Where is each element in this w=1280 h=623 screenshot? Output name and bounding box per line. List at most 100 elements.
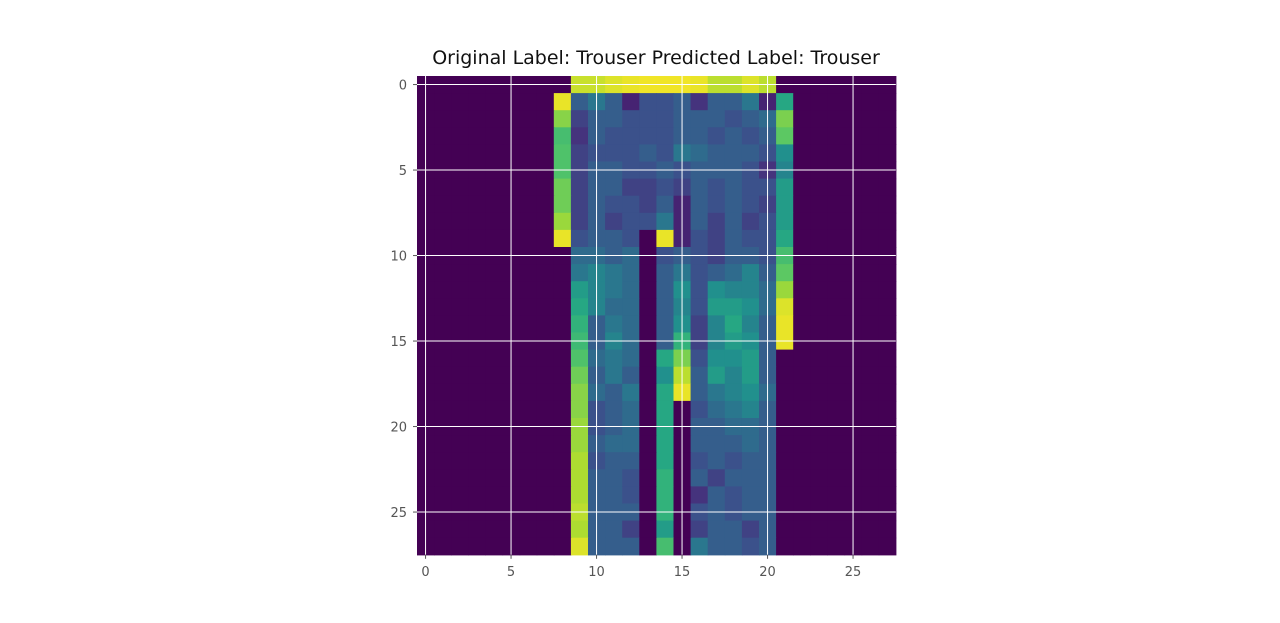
heatmap-cell [690,298,709,316]
heatmap-cell [861,383,880,402]
heatmap-cell [690,366,709,385]
heatmap-cell [536,229,555,248]
heatmap-cell [741,281,760,299]
heatmap-cell [741,520,760,539]
heatmap-cell [434,110,452,128]
heatmap-cell [519,144,538,163]
heatmap-cell [810,127,828,145]
heatmap-cell [861,315,880,334]
heatmap-cell [690,110,709,128]
y-tick-label: 5 [399,164,407,179]
heatmap-cell [485,435,504,453]
heatmap-cell [622,195,640,214]
heatmap-cell [468,349,486,368]
heatmap-cell [707,383,726,402]
heatmap-cell [570,127,589,145]
heatmap-cell [468,452,486,470]
heatmap-cell [536,435,555,453]
heatmap-cell [605,452,623,470]
heatmap-cell [878,144,897,163]
heatmap-cell [776,144,794,163]
heatmap-cell [451,298,469,316]
heatmap-cell [639,383,657,402]
heatmap-cell [468,229,486,248]
heatmap-cell [485,537,504,556]
heatmap-cell [519,127,538,145]
heatmap-cell [690,400,709,419]
heatmap-cell [724,195,743,214]
heatmap-cell [741,229,760,248]
heatmap-cell [570,366,589,385]
heatmap-cell [707,93,726,111]
heatmap-cell [553,281,572,299]
heatmap-cell [570,520,589,539]
heatmap-cell [536,195,555,214]
heatmap-cell [622,264,640,282]
heatmap-cell [776,349,794,368]
heatmap-cell [707,127,726,145]
heatmap-cell [451,349,469,368]
heatmap-cell [827,435,846,453]
heatmap-cell [434,281,452,299]
heatmap-cell [656,400,675,419]
heatmap-cell [434,469,452,487]
heatmap-cell [656,366,675,385]
heatmap-cell [707,349,726,368]
heatmap-cell [553,178,572,197]
heatmap-cell [468,315,486,334]
heatmap-cell [536,264,555,282]
heatmap-cell [622,281,640,299]
heatmap-cell [451,195,469,214]
heatmap-cell [485,452,504,470]
heatmap-cell [451,520,469,539]
heatmap-cell [724,178,743,197]
heatmap-cell [605,486,623,505]
heatmap-cell [793,452,811,470]
heatmap-cell [690,264,709,282]
heatmap-cell [536,520,555,539]
heatmap-cell [553,435,572,453]
heatmap-cell [451,281,469,299]
heatmap-cell [793,537,811,556]
heatmap-cell [656,469,675,487]
heatmap-cell [724,452,743,470]
heatmap-cell [810,400,828,419]
heatmap-cell [622,212,640,231]
heatmap-cell [776,520,794,539]
heatmap-cell [793,195,811,214]
heatmap-cell [536,144,555,163]
heatmap-cell [434,229,452,248]
heatmap-cell [570,486,589,505]
heatmap-cell [451,229,469,248]
x-tick-label: 15 [674,565,691,580]
heatmap-cell [707,452,726,470]
heatmap-cell [605,229,623,248]
heatmap-cell [570,349,589,368]
heatmap-cell [724,110,743,128]
heatmap-cell [639,110,657,128]
heatmap-cell [605,315,623,334]
heatmap-cell [724,383,743,402]
heatmap-cell [878,315,897,334]
heatmap-cell [519,298,538,316]
heatmap-cell [724,366,743,385]
heatmap-cell [810,366,828,385]
heatmap-cell [690,93,709,111]
heatmap-cell [553,537,572,556]
heatmap-cell [639,144,657,163]
heatmap-cell [451,537,469,556]
heatmap-cell [519,110,538,128]
heatmap-cell [827,195,846,214]
heatmap-cell [724,212,743,231]
heatmap-cell [878,264,897,282]
heatmap-cell [656,281,675,299]
heatmap-cell [485,229,504,248]
heatmap-cell [861,178,880,197]
heatmap-cell [878,486,897,505]
heatmap-cell [656,178,675,197]
heatmap-cell [861,144,880,163]
heatmap-cell [776,264,794,282]
heatmap-cell [570,435,589,453]
heatmap-cell [536,469,555,487]
heatmap-cell [639,366,657,385]
